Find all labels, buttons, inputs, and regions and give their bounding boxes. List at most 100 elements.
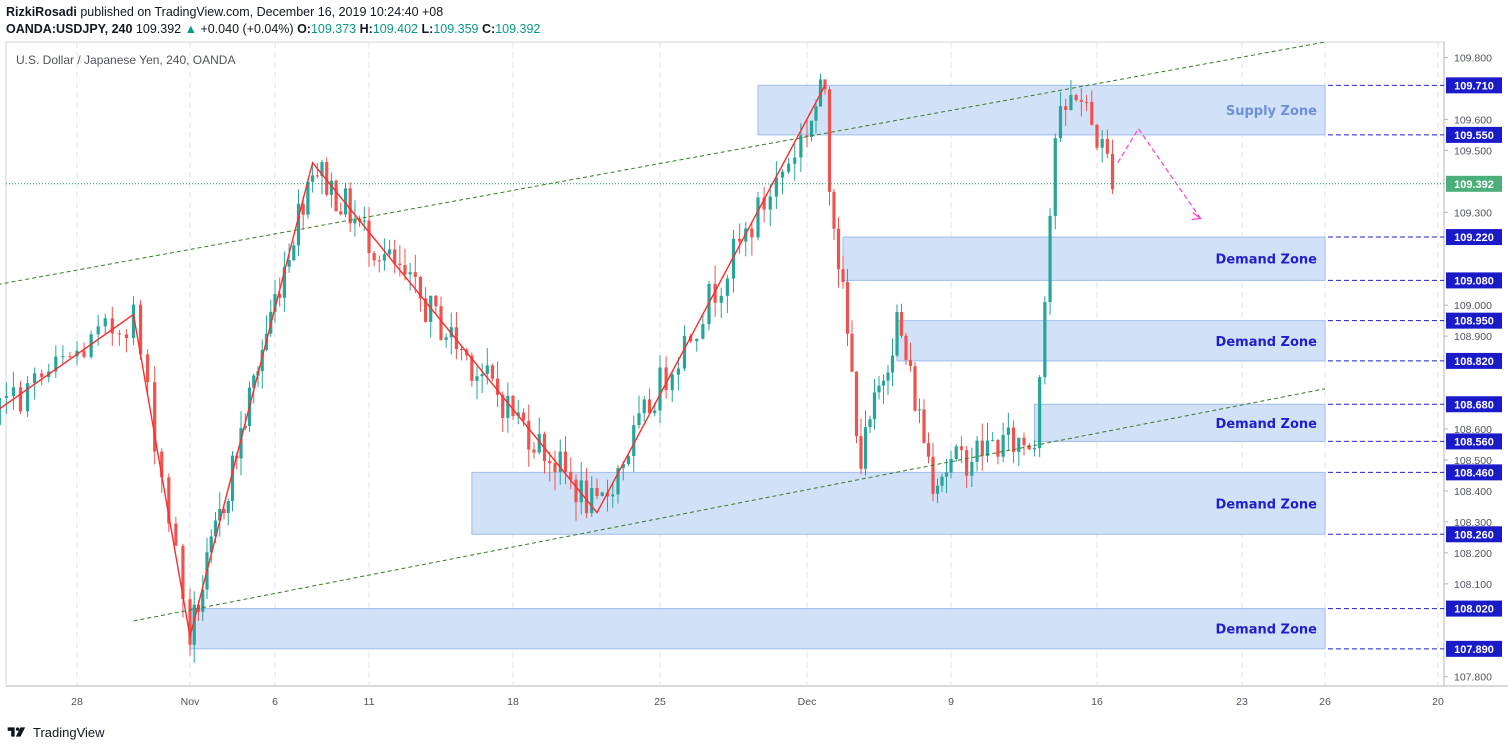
candle-body: [282, 266, 286, 298]
candle-body: [475, 376, 479, 381]
level-price-label: 108.020: [1454, 604, 1494, 616]
candle-body: [339, 211, 343, 215]
tradingview-logo-icon: [7, 727, 26, 737]
candle-body: [670, 374, 674, 391]
x-tick-label: 9: [948, 696, 954, 708]
candle-body: [768, 196, 772, 210]
demand-zone-box: [1033, 403, 1326, 442]
candle-body: [343, 188, 348, 215]
candle-body: [11, 387, 16, 396]
level-price-label: 107.890: [1454, 644, 1494, 656]
candle-body: [780, 171, 785, 178]
candle-body: [485, 365, 489, 375]
y-tick-label: 109.000: [1454, 300, 1492, 312]
candle-body: [353, 218, 357, 224]
candle-body: [160, 451, 164, 478]
candle-body: [167, 477, 171, 524]
candle-body: [278, 294, 282, 298]
level-price-box: [1446, 600, 1502, 617]
candle-body: [521, 412, 526, 421]
candle-body: [738, 238, 742, 242]
candle-body: [949, 458, 953, 473]
price-change: +0.040 (+0.04%): [200, 22, 294, 36]
publish-line: RizkiRosadi published on TradingView.com…: [6, 4, 540, 21]
level-price-box: [1446, 640, 1502, 657]
candle-body: [1017, 437, 1021, 452]
candle-body: [490, 365, 495, 379]
candle-body: [181, 545, 185, 600]
candle-body: [387, 249, 392, 255]
candle-body: [25, 383, 30, 412]
candle-body: [605, 492, 610, 497]
x-tick-label: 16: [1091, 696, 1103, 708]
candle-body: [243, 425, 247, 429]
candle-body: [944, 472, 949, 477]
x-tick-label: 28: [71, 696, 83, 708]
candle-body: [1022, 437, 1026, 446]
y-tick-label: 109.500: [1454, 145, 1492, 157]
candle-body: [750, 228, 754, 238]
demand-zone-box: [842, 236, 1326, 281]
footer-brand[interactable]: TradingView: [33, 724, 105, 740]
candle-body: [1058, 106, 1063, 139]
candle-body: [153, 382, 157, 452]
candle-body: [372, 253, 376, 261]
candle-body: [398, 263, 402, 265]
open-value: 109.373: [310, 22, 357, 36]
level-price-box: [1446, 396, 1502, 413]
candle-body: [731, 238, 736, 279]
candle-body: [626, 456, 631, 464]
candle-body: [226, 500, 230, 513]
candles-group: [0, 73, 1115, 663]
level-price-label: 108.820: [1454, 356, 1494, 368]
y-tick-label: 108.600: [1454, 424, 1492, 436]
candle-body: [913, 366, 917, 411]
candle-body: [590, 488, 594, 514]
candle-body: [68, 356, 72, 358]
candle-body: [434, 295, 438, 307]
candle-body: [260, 349, 264, 372]
candle-body: [506, 395, 510, 418]
channel-upper-line: [0, 41, 1326, 285]
candle-body: [146, 354, 150, 383]
candle-body: [854, 371, 859, 437]
candle-body: [495, 378, 500, 395]
candle-body: [664, 367, 668, 391]
candle-body: [647, 399, 652, 414]
y-tick-label: 107.800: [1454, 672, 1492, 684]
candle-body: [1048, 215, 1052, 303]
x-tick-label: 23: [1236, 696, 1248, 708]
channel-lower-line: [133, 388, 1326, 622]
candle-body: [131, 304, 136, 339]
projection-path: [1117, 127, 1202, 219]
candle-body: [774, 177, 778, 197]
y-tick-label: 108.200: [1454, 548, 1492, 560]
candle-body: [527, 420, 531, 450]
candle-body: [836, 228, 841, 270]
candle-body: [315, 175, 319, 177]
candle-body: [563, 451, 568, 473]
candle-body: [188, 599, 192, 645]
level-price-box: [1446, 229, 1502, 246]
candle-body: [584, 480, 589, 514]
symbol-label[interactable]: OANDA:USDJPY, 240: [6, 22, 133, 36]
candle-body: [922, 409, 926, 443]
zigzag-line: [0, 85, 826, 637]
candle-body: [209, 536, 213, 553]
candle-body: [917, 409, 922, 411]
footer: TradingView: [6, 722, 105, 742]
author-name[interactable]: RizkiRosadi: [6, 5, 77, 19]
candle-body: [793, 157, 797, 164]
candle-body: [382, 254, 387, 261]
candle-body: [1027, 445, 1031, 450]
candle-body: [980, 440, 984, 456]
candle-body: [676, 368, 680, 375]
x-tick-label: 25: [654, 696, 666, 708]
candle-body: [877, 385, 881, 393]
candle-body: [18, 387, 23, 412]
supply-zone-label: Supply Zone: [1226, 104, 1317, 119]
candle-body: [4, 395, 8, 398]
y-tick-label: 109.300: [1454, 207, 1492, 219]
candle-body: [348, 188, 352, 224]
